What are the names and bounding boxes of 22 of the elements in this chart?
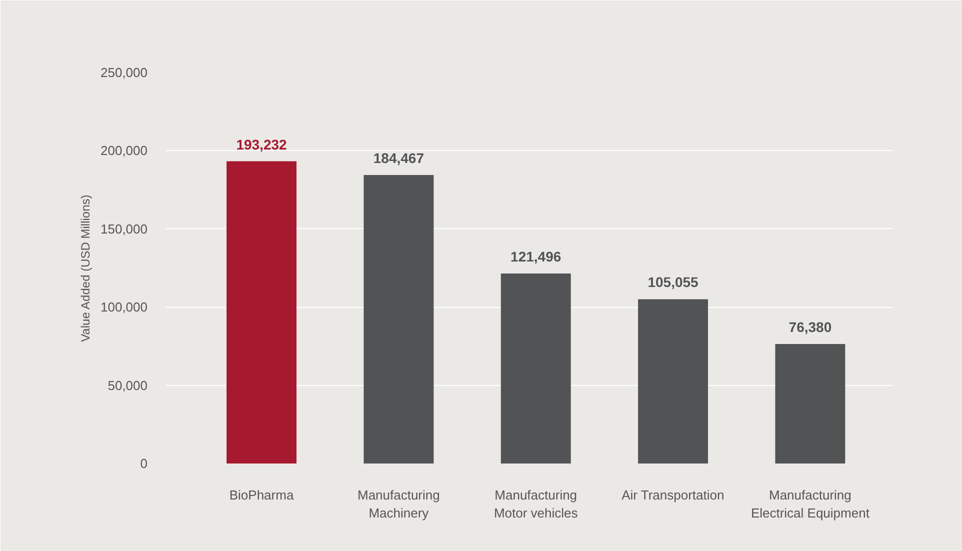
y-tick-label: 0: [140, 456, 148, 471]
bar: [226, 161, 296, 464]
bar: [775, 344, 846, 464]
y-tick-label: 50,000: [108, 378, 148, 393]
y-tick-label: 150,000: [100, 221, 148, 236]
data-label: 193,232: [236, 136, 288, 152]
data-label: 105,055: [648, 274, 699, 290]
y-tick-label: 200,000: [100, 143, 148, 158]
y-axis-title: Value Added (USD Millions): [78, 194, 93, 342]
bar: [638, 299, 708, 464]
x-tick-label: BioPharma: [229, 488, 294, 502]
data-label: 184,467: [373, 150, 424, 166]
y-tick-label: 250,000: [100, 65, 148, 80]
x-tick-label: Manufacturing Machinery: [358, 488, 440, 520]
x-tick-label: Manufacturing Electrical Equipment: [750, 488, 870, 520]
x-tick-label: Air Transportation: [622, 488, 724, 502]
bar: [364, 174, 434, 464]
x-tick-label: Manufacturing Motor vehicles: [494, 488, 578, 520]
bar: [500, 273, 571, 464]
data-label: 76,380: [788, 319, 832, 336]
data-label: 121,496: [510, 248, 562, 264]
y-tick-label: 100,000: [100, 300, 148, 315]
